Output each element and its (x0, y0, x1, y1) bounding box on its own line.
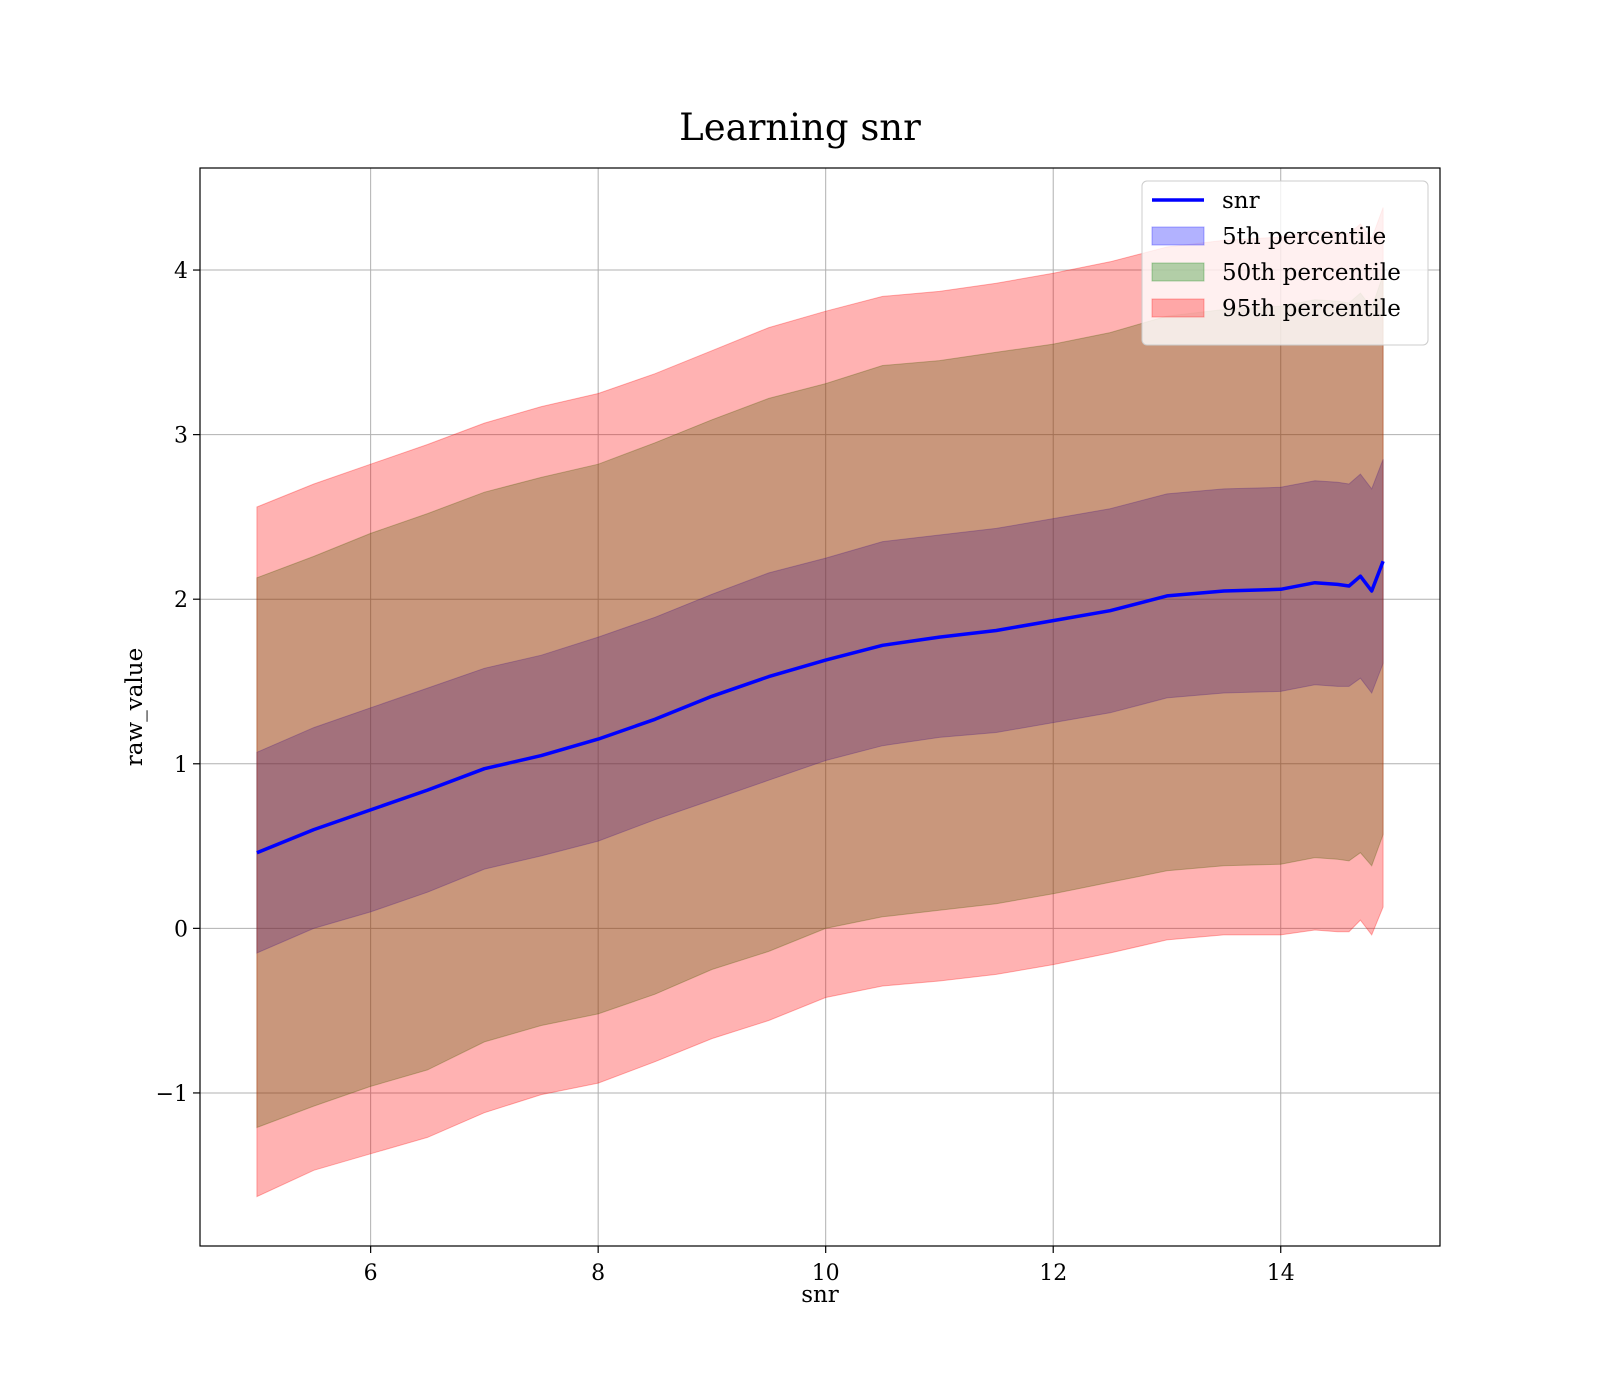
x-tick-label: 12 (1039, 1261, 1067, 1286)
legend-swatch-95th-percentile (1151, 298, 1205, 318)
x-tick-label: 6 (364, 1261, 378, 1286)
line-snr (256, 560, 1385, 855)
y-tick-label: 2 (174, 588, 188, 613)
legend-label-95th-percentile: 95th percentile (1222, 296, 1401, 322)
x-axis: 6 8 10 12 14 (364, 1246, 1295, 1286)
legend-label-50th-percentile: 50th percentile (1222, 260, 1401, 286)
grid (200, 168, 1440, 1246)
y-tick-label: 1 (174, 753, 188, 778)
band-50th-percentile (256, 274, 1384, 1129)
x-tick-label: 10 (812, 1261, 840, 1286)
y-tick-label: 0 (174, 917, 188, 942)
x-axis-label: snr (801, 1282, 839, 1308)
band-95th-percentile (256, 207, 1384, 1198)
legend-label-snr: snr (1222, 188, 1260, 214)
x-tick-label: 14 (1267, 1261, 1295, 1286)
band-5th-percentile (256, 459, 1384, 954)
y-tick-label: −1 (156, 1082, 188, 1107)
legend: snr 5th percentile 50th percentile 95th per… (1141, 180, 1429, 346)
plot-frame (199, 167, 1441, 1247)
y-axis-label: raw_value (122, 648, 148, 766)
legend-label-5th-percentile: 5th percentile (1222, 224, 1386, 250)
legend-swatch-50th-percentile (1151, 262, 1205, 282)
plot-series (256, 207, 1385, 1198)
y-tick-label: 3 (174, 424, 188, 449)
legend-swatch-5th-percentile (1151, 226, 1205, 246)
legend-box (1141, 180, 1429, 346)
x-tick-label: 8 (591, 1261, 605, 1286)
chart-title: Learning snr (679, 106, 921, 149)
y-tick-label: 4 (174, 259, 188, 284)
y-axis: −1 0 1 2 3 4 (156, 259, 200, 1107)
